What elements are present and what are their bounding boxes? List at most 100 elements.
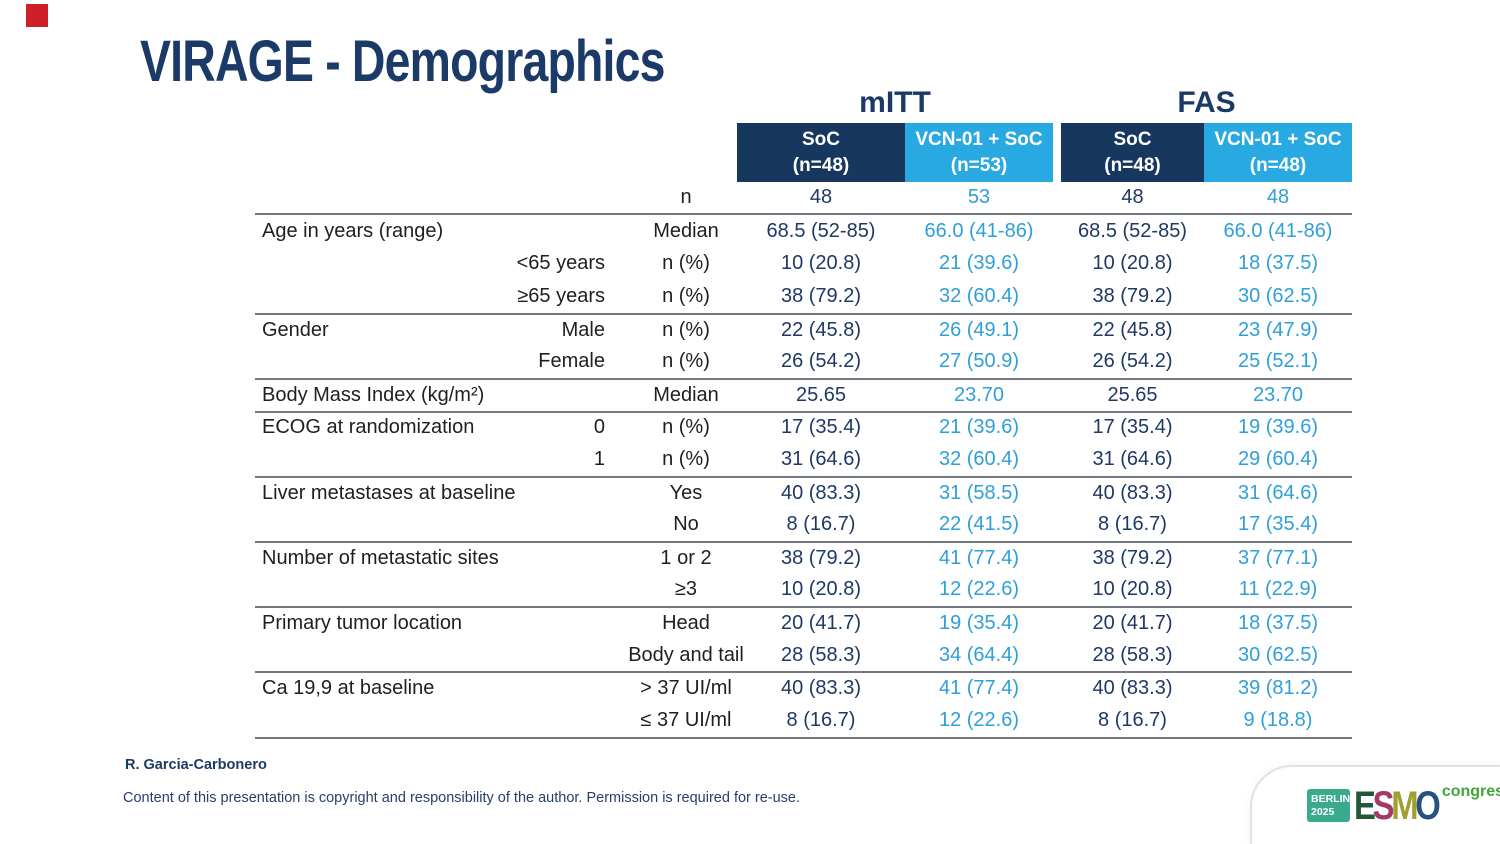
cell-fas-soc: 38 (79.2) bbox=[1092, 284, 1173, 307]
row-stat-label: Head bbox=[662, 611, 710, 634]
row-subcategory-label: <65 years bbox=[516, 252, 605, 275]
n-row-label: n bbox=[680, 186, 692, 208]
row-stat-label: n (%) bbox=[662, 284, 710, 307]
cell-mitt-vcn01-soc: 26 (49.1) bbox=[938, 318, 1020, 341]
table-row: ≥65 years n (%) 38 (79.2) 32 (60.4) 38 (… bbox=[255, 280, 1352, 313]
row-category-label: ECOG at randomization bbox=[262, 416, 475, 439]
badge-city: BERLIN bbox=[1311, 793, 1351, 806]
table-row: Age in years (range) Median 68.5 (52-85)… bbox=[255, 215, 1352, 248]
cell-mitt-soc: 38 (79.2) bbox=[780, 284, 862, 307]
cell-fas-vcn01-soc: 19 (39.6) bbox=[1237, 416, 1319, 439]
esmo-letter-o: O bbox=[1415, 783, 1441, 828]
cell-fas-vcn01-soc: 30 (62.5) bbox=[1237, 643, 1319, 666]
cell-mitt-soc: 28 (58.3) bbox=[780, 643, 862, 666]
esmo-congress-logo-card: BERLIN 2025 ESMO congress bbox=[1250, 765, 1500, 844]
row-stat-label: n (%) bbox=[662, 416, 710, 439]
cell-mitt-soc: 20 (41.7) bbox=[780, 611, 862, 634]
demographics-table: mITT FAS SoC (n=48) VCN-01 + SoC (n=53) … bbox=[255, 84, 1352, 739]
row-subcategory-label bbox=[520, 215, 635, 248]
cell-mitt-soc: 31 (64.6) bbox=[780, 447, 862, 470]
cell-fas-vcn01-soc: 9 (18.8) bbox=[1243, 708, 1313, 731]
esmo-letter-e: E bbox=[1354, 783, 1376, 828]
cell-fas-soc: 31 (64.6) bbox=[1092, 447, 1173, 470]
cell-mitt-soc: 10 (20.8) bbox=[780, 578, 862, 601]
cell-mitt-vcn01-soc: 19 (35.4) bbox=[938, 611, 1020, 634]
cell-fas-vcn01-soc: 30 (62.5) bbox=[1237, 284, 1319, 307]
row-category-label: Ca 19,9 at baseline bbox=[262, 677, 435, 700]
cell-fas-vcn01-soc: 18 (37.5) bbox=[1237, 611, 1319, 634]
cell-mitt-vcn01-soc: 34 (64.4) bbox=[938, 643, 1020, 666]
row-subcategory-label: Female bbox=[538, 350, 605, 373]
berlin-2025-badge: BERLIN 2025 bbox=[1307, 789, 1350, 822]
row-stat-label: > 37 UI/ml bbox=[640, 677, 732, 700]
column-header-line1: SoC bbox=[1113, 129, 1152, 151]
row-category-label: Primary tumor location bbox=[262, 611, 463, 634]
row-subcategory-label bbox=[520, 608, 635, 639]
row-stat-label: Body and tail bbox=[628, 643, 744, 666]
cell-mitt-soc: 8 (16.7) bbox=[786, 708, 856, 731]
cell-mitt-vcn01-soc: 41 (77.4) bbox=[938, 677, 1020, 700]
cell-fas-vcn01-soc: 25 (52.1) bbox=[1237, 350, 1319, 373]
cell-mitt-soc: 25.65 bbox=[795, 383, 847, 406]
row-category-label bbox=[255, 639, 520, 672]
row-category-label bbox=[255, 345, 520, 378]
column-header-line1: VCN-01 + SoC bbox=[915, 129, 1043, 151]
table-row: Female n (%) 26 (54.2) 27 (50.9) 26 (54.… bbox=[255, 345, 1352, 378]
column-header-mitt-vcn01-soc: VCN-01 + SoC (n=53) bbox=[905, 123, 1053, 182]
n-mitt-vcn01-soc: 53 bbox=[967, 186, 991, 208]
row-category-label: Number of metastatic sites bbox=[262, 546, 499, 569]
row-subcategory-label bbox=[520, 543, 635, 574]
table-row: <65 years n (%) 10 (20.8) 21 (39.6) 10 (… bbox=[255, 248, 1352, 281]
cell-mitt-vcn01-soc: 21 (39.6) bbox=[938, 416, 1020, 439]
cell-fas-vcn01-soc: 29 (60.4) bbox=[1237, 447, 1319, 470]
cell-mitt-vcn01-soc: 27 (50.9) bbox=[938, 350, 1020, 373]
esmo-wordmark: ESMO bbox=[1354, 783, 1441, 828]
row-stat-label: 1 or 2 bbox=[660, 546, 712, 569]
row-category-label bbox=[255, 248, 520, 281]
row-stat-label: n (%) bbox=[662, 252, 710, 275]
column-header-line2: (n=48) bbox=[1104, 154, 1161, 176]
table-row: No 8 (16.7) 22 (41.5) 8 (16.7) 17 (35.4) bbox=[255, 508, 1352, 541]
row-category-label: Liver metastases at baseline bbox=[262, 481, 516, 504]
column-header-line2: (n=53) bbox=[950, 154, 1008, 176]
table-row: Gender Male n (%) 22 (45.8) 26 (49.1) 22… bbox=[255, 312, 1352, 346]
row-subcategory-label: ≥65 years bbox=[517, 284, 605, 307]
slide-title: VIRAGE - Demographics bbox=[140, 29, 665, 94]
row-category-label bbox=[255, 704, 520, 737]
table-row: ≤ 37 UI/ml 8 (16.7) 12 (22.6) 8 (16.7) 9… bbox=[255, 704, 1352, 737]
column-header-fas-vcn01-soc: VCN-01 + SoC (n=48) bbox=[1204, 123, 1352, 182]
cell-fas-soc: 28 (58.3) bbox=[1092, 643, 1173, 666]
row-stat-label: Median bbox=[653, 219, 719, 242]
table-row: ≥3 10 (20.8) 12 (22.6) 10 (20.8) 11 (22.… bbox=[255, 574, 1352, 607]
cell-mitt-soc: 40 (83.3) bbox=[780, 677, 862, 700]
column-header-line1: SoC bbox=[802, 129, 840, 151]
author-name: R. Garcia-Carbonero bbox=[125, 757, 267, 773]
cell-mitt-soc: 38 (79.2) bbox=[780, 546, 862, 569]
cell-fas-vcn01-soc: 37 (77.1) bbox=[1237, 546, 1319, 569]
n-fas-soc: 48 bbox=[1121, 186, 1144, 208]
red-marker bbox=[26, 4, 48, 27]
cell-fas-soc: 40 (83.3) bbox=[1092, 481, 1173, 504]
table-row: ECOG at randomization 0 n (%) 17 (35.4) … bbox=[255, 410, 1352, 444]
cell-fas-soc: 17 (35.4) bbox=[1092, 416, 1173, 439]
cell-fas-soc: 8 (16.7) bbox=[1098, 708, 1167, 731]
row-stat-label: Yes bbox=[669, 481, 703, 504]
n-mitt-soc: 48 bbox=[809, 186, 833, 208]
cell-fas-soc: 22 (45.8) bbox=[1092, 318, 1173, 341]
table-row: Body Mass Index (kg/m²) Median 25.65 23.… bbox=[255, 377, 1352, 411]
table-body: Age in years (range) Median 68.5 (52-85)… bbox=[255, 215, 1352, 739]
cell-fas-soc: 20 (41.7) bbox=[1092, 611, 1173, 634]
table-row: Body and tail 28 (58.3) 34 (64.4) 28 (58… bbox=[255, 639, 1352, 672]
cell-mitt-soc: 17 (35.4) bbox=[780, 416, 862, 439]
row-subcategory-label bbox=[520, 704, 635, 737]
n-fas-vcn01-soc: 48 bbox=[1266, 186, 1290, 208]
cell-mitt-vcn01-soc: 32 (60.4) bbox=[938, 447, 1020, 470]
cell-mitt-soc: 10 (20.8) bbox=[780, 252, 862, 275]
esmo-letter-s: S bbox=[1372, 783, 1395, 828]
row-stat-label: n (%) bbox=[662, 318, 710, 341]
row-category-label: Age in years (range) bbox=[262, 219, 444, 242]
row-subcategory-label bbox=[520, 508, 635, 541]
table-row: Ca 19,9 at baseline > 37 UI/ml 40 (83.3)… bbox=[255, 671, 1352, 704]
n-count-row: n 48 53 48 48 bbox=[255, 182, 1352, 215]
